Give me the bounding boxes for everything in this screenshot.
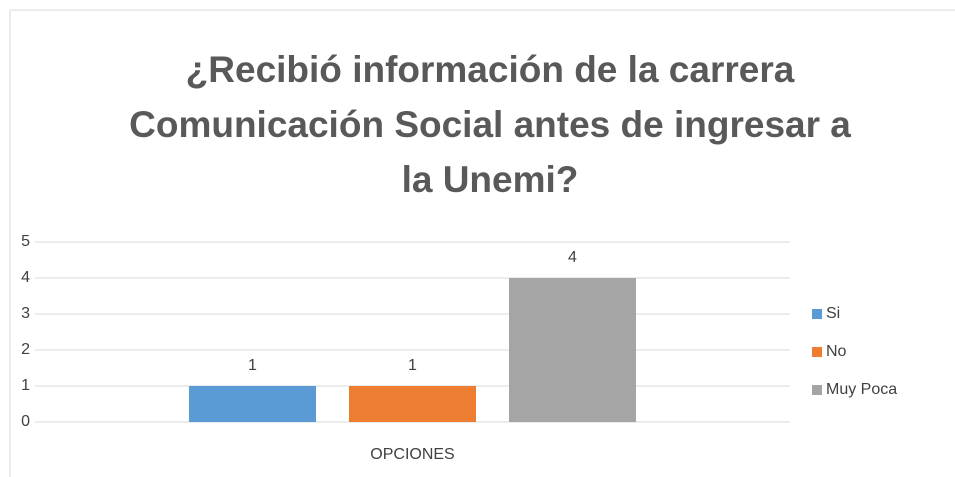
value-label: 1	[408, 357, 417, 374]
y-tick-label: 1	[21, 377, 30, 394]
y-tick-label: 0	[21, 413, 30, 430]
legend-swatch	[812, 347, 822, 357]
value-label: 1	[248, 357, 257, 374]
y-tick-label: 5	[21, 233, 30, 250]
value-label: 4	[568, 249, 577, 266]
y-tick-label: 4	[21, 269, 30, 286]
chart-title: ¿Recibió información de la carrera Comun…	[129, 49, 851, 200]
legend-label: No	[826, 343, 847, 360]
bar	[349, 386, 476, 422]
legend-label: Si	[826, 305, 840, 322]
legend-swatch	[812, 309, 822, 319]
x-tick-label: OPCIONES	[370, 446, 454, 463]
bar	[189, 386, 316, 422]
legend-swatch	[812, 385, 822, 395]
bar	[509, 278, 636, 422]
y-tick-label: 3	[21, 305, 30, 322]
y-tick-label: 2	[21, 341, 30, 358]
legend-label: Muy Poca	[826, 381, 897, 398]
